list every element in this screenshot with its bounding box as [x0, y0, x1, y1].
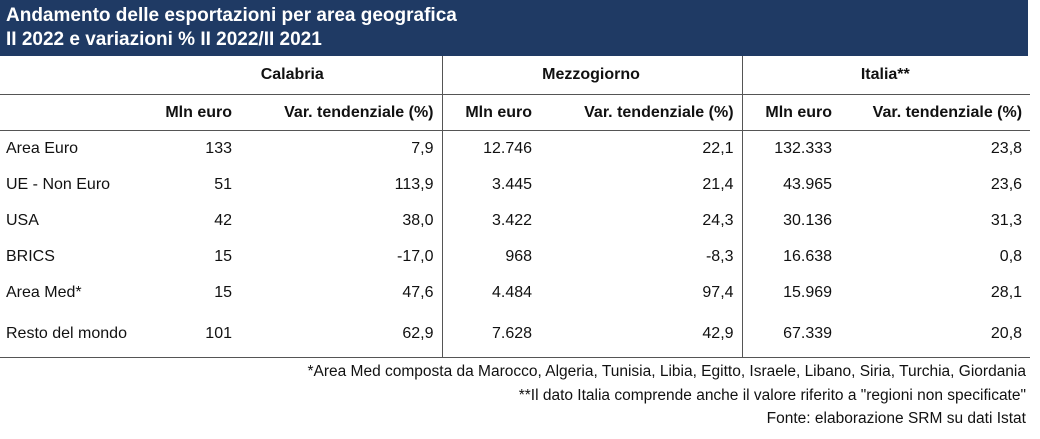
cell-var-pct: 47,6 [402, 284, 434, 301]
table-title: Andamento delle esportazioni per area ge… [6, 5, 457, 26]
cell-var-pct: 20,8 [840, 311, 1031, 358]
cell-mln-euro: 968 [441, 239, 541, 275]
cell-mln-euro: 51 [214, 176, 232, 193]
footnotes: *Area Med composta da Marocco, Algeria, … [307, 360, 1026, 431]
col-header-mln: Mln euro [145, 94, 240, 131]
cell-mln-euro: 101 [145, 311, 240, 358]
col-header-mln: Mln euro [741, 94, 841, 131]
row-label: Area Med* [6, 284, 82, 301]
cell-mln-euro: 15 [214, 284, 232, 301]
table-row: Area Med* 15 47,6 4.484 97,4 15.969 28,1 [0, 275, 1030, 311]
cell-var-pct: -17,0 [397, 248, 434, 265]
cell-var-pct: 24,3 [702, 212, 734, 229]
empty-header [0, 94, 145, 131]
cell-var-pct: 22,1 [702, 140, 734, 157]
cell-mln-euro: 4.484 [441, 275, 541, 311]
cell-mln-euro: 132.333 [741, 130, 841, 167]
cell-mln-euro: 3.422 [441, 203, 541, 239]
col-header-var: Var. tendenziale (%) [840, 94, 1031, 131]
cell-var-pct: 21,4 [702, 176, 734, 193]
cell-var-pct: 23,6 [990, 176, 1023, 193]
footnote-italia: **Il dato Italia comprende anche il valo… [518, 386, 1026, 404]
row-label: Area Euro [6, 140, 79, 157]
empty-header [0, 56, 145, 95]
cell-mln-euro: 15 [214, 248, 232, 265]
column-header-row: Mln euro Var. tendenziale (%) Mln euro V… [0, 94, 1031, 131]
cell-var-pct: -8,3 [705, 248, 734, 265]
col-header-mln: Mln euro [441, 94, 541, 131]
cell-var-pct: 38,0 [402, 212, 434, 229]
table-row: Area Euro 133 7,9 12.746 22,1 132.333 23,8 [0, 130, 1030, 167]
col-header-var: Var. tendenziale (%) [540, 94, 743, 131]
table-row: USA 42 38,0 3.422 24,3 30.136 31,3 [0, 203, 1030, 239]
cell-mln-euro: 7.628 [441, 311, 541, 358]
cell-mln-euro: 30.136 [741, 203, 841, 239]
row-label: BRICS [6, 248, 55, 265]
cell-mln-euro: 133 [205, 140, 232, 157]
cell-var-pct: 31,3 [990, 212, 1023, 229]
cell-var-pct: 42,9 [540, 311, 743, 358]
exports-table: Calabria Mezzogiorno Italia** Mln euro V… [0, 56, 1031, 358]
group-header-row: Calabria Mezzogiorno Italia** [0, 56, 1031, 95]
footnote-area-med: *Area Med composta da Marocco, Algeria, … [307, 363, 1026, 380]
table-title-bar: Andamento delle esportazioni per area ge… [0, 0, 1028, 56]
cell-mln-euro: 42 [214, 212, 232, 229]
cell-mln-euro: 16.638 [741, 239, 841, 275]
table-row: UE - Non Euro 51 113,9 3.445 21,4 43.965 23,6 [0, 167, 1030, 203]
cell-var-pct: 7,9 [411, 140, 434, 157]
row-label: UE - Non Euro [6, 176, 111, 193]
group-italia: Italia** [741, 56, 1031, 95]
group-calabria: Calabria [145, 56, 443, 95]
cell-mln-euro: 3.445 [441, 167, 541, 203]
cell-mln-euro: 12.746 [441, 130, 541, 167]
row-label: USA [6, 212, 39, 229]
table-row: Resto del mondo 101 62,9 7.628 42,9 67.339 20,… [0, 311, 1031, 358]
group-mezzogiorno: Mezzogiorno [441, 56, 743, 95]
cell-var-pct: 0,8 [999, 248, 1023, 265]
cell-mln-euro: 43.965 [741, 167, 841, 203]
cell-var-pct: 62,9 [240, 311, 443, 358]
table-row: BRICS 15 -17,0 968 -8,3 16.638 0,8 [0, 239, 1030, 275]
cell-var-pct: 97,4 [702, 284, 734, 301]
row-label: Resto del mondo [0, 311, 145, 358]
cell-mln-euro: 67.339 [741, 311, 841, 358]
source-note: Fonte: elaborazione SRM su dati Istat [766, 410, 1026, 427]
table-subtitle: II 2022 e variazioni % II 2022/II 2021 [6, 29, 322, 50]
col-header-var: Var. tendenziale (%) [240, 94, 443, 131]
cell-var-pct: 28,1 [990, 284, 1023, 301]
cell-var-pct: 23,8 [990, 140, 1023, 157]
cell-var-pct: 113,9 [394, 176, 434, 193]
cell-mln-euro: 15.969 [741, 275, 841, 311]
